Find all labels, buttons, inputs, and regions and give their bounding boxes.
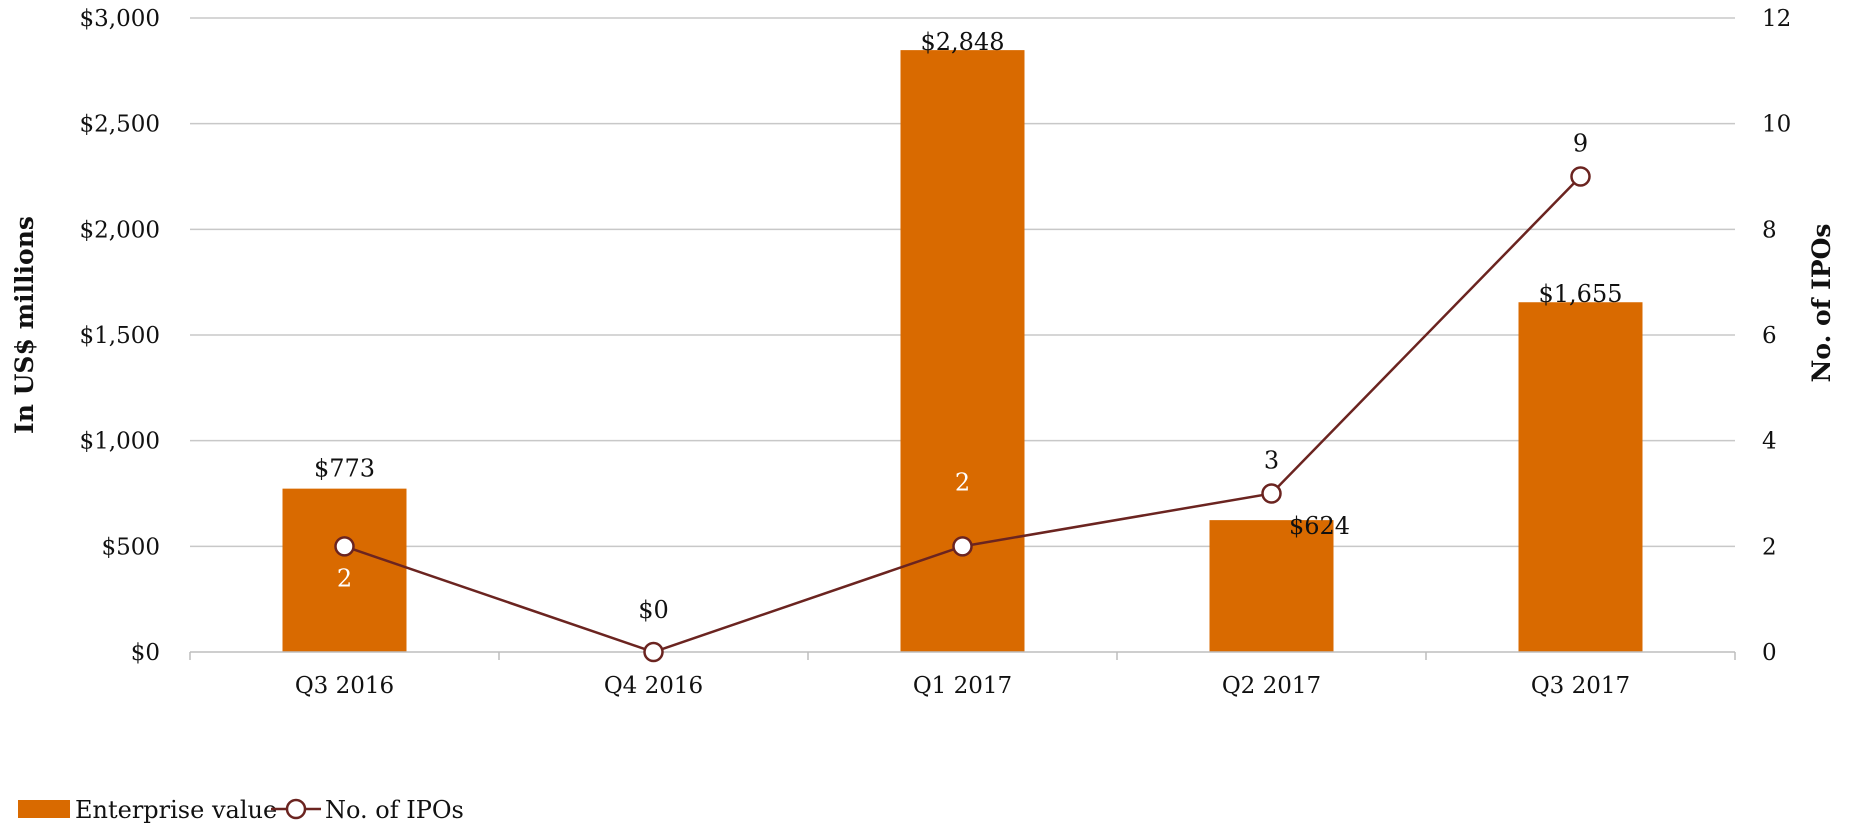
y-tick-label: $3,000 <box>80 6 160 32</box>
y-tick-label: $1,000 <box>80 429 160 455</box>
legend: Enterprise value No. of IPOs <box>18 796 464 824</box>
y2-tick-label: 12 <box>1762 6 1791 32</box>
x-tick-label: Q3 2017 <box>1531 673 1630 699</box>
bar-enterprise-value <box>1518 302 1643 652</box>
y-tick-label: $2,500 <box>80 112 160 138</box>
bars-group <box>282 50 1643 652</box>
legend-label-ipos: No. of IPOs <box>325 796 464 824</box>
x-axis: Q3 2016 Q4 2016 Q1 2017 Q2 2017 Q3 2017 <box>189 651 1736 699</box>
ipo-point <box>334 536 355 557</box>
x-tick-label: Q4 2016 <box>604 673 703 699</box>
ipo-line-series <box>334 166 1591 663</box>
bar-enterprise-value <box>282 488 407 652</box>
ipo-point <box>1570 166 1591 187</box>
bar-data-label: $624 <box>1289 512 1350 540</box>
x-tick-label: Q3 2016 <box>295 673 394 699</box>
bar-data-label: $0 <box>638 596 669 624</box>
x-tick-label: Q2 2017 <box>1222 673 1321 699</box>
bar-data-label: $1,655 <box>1539 280 1623 308</box>
ipo-data-label: 2 <box>337 564 352 592</box>
y-tick-label: $0 <box>131 640 160 666</box>
ipo-point <box>643 641 664 663</box>
ipo-data-label: 9 <box>1573 130 1588 158</box>
legend-marker-ipos <box>285 798 307 820</box>
y2-tick-label: 10 <box>1762 112 1791 138</box>
y-axis-title: In US$ millions <box>10 216 39 434</box>
y-axis-left: $0 $500 $1,000 $1,500 $2,000 $2,500 $3,000 <box>80 6 160 666</box>
bar-data-labels: $773 $0 $2,848 $624 $1,655 <box>314 28 1623 624</box>
y2-tick-label: 4 <box>1762 429 1777 455</box>
line-data-labels: 2 2 3 9 <box>337 130 1588 593</box>
ipo-point <box>1261 483 1282 504</box>
y-tick-label: $1,500 <box>80 323 160 349</box>
ipo-data-label: 2 <box>955 468 970 496</box>
y-axis-right: 0 2 4 6 8 10 12 <box>1762 6 1791 666</box>
x-tick-label: Q1 2017 <box>913 673 1012 699</box>
legend-swatch-enterprise-value <box>18 800 70 818</box>
y2-axis-title: No. of IPOs <box>1807 224 1836 383</box>
bar-data-label: $773 <box>314 455 375 483</box>
y-tick-label: $2,000 <box>80 217 160 243</box>
y2-tick-label: 2 <box>1762 534 1777 560</box>
bar-enterprise-value <box>1209 520 1334 652</box>
ipo-data-label: 3 <box>1264 447 1279 475</box>
y2-tick-label: 8 <box>1762 217 1777 243</box>
y2-tick-label: 6 <box>1762 323 1777 349</box>
legend-label-enterprise-value: Enterprise value <box>75 796 277 824</box>
y-tick-label: $500 <box>101 534 160 560</box>
ipo-point <box>952 536 973 557</box>
y2-tick-label: 0 <box>1762 640 1777 666</box>
bar-data-label: $2,848 <box>921 28 1005 56</box>
